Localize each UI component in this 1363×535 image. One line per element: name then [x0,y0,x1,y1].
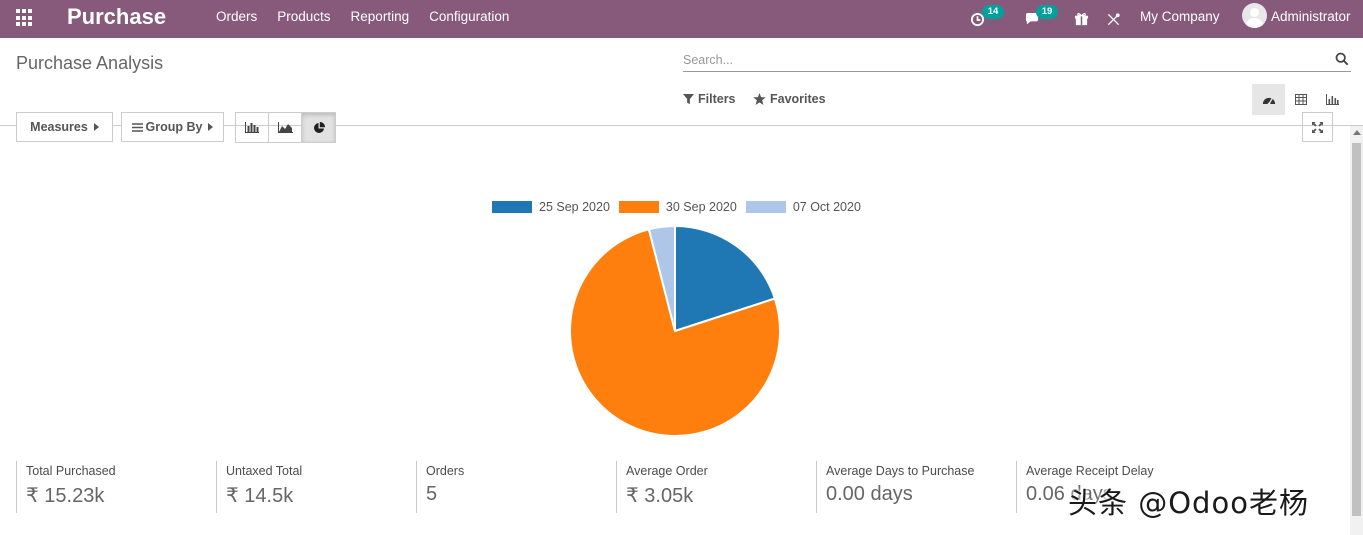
apps-menu-icon[interactable] [16,9,34,27]
caret-right-icon [208,123,214,131]
kpi-label: Average Receipt Delay [1026,464,1154,478]
kpi-orders: Orders 5 [416,461,616,513]
activity-button[interactable] [970,0,985,38]
pie-slice-07-oct-2020[interactable] [647,224,676,332]
tools-icon [1107,12,1120,25]
line-chart-mode-button[interactable] [269,113,302,142]
kpi-total-purchased: Total Purchased ₹ 15.23k [16,461,216,513]
app-name[interactable]: Purchase [67,4,167,29]
legend-swatch [492,201,532,213]
menu-orders[interactable]: Orders [216,9,258,24]
clock-icon [970,12,985,26]
kpi-label: Average Days to Purchase [826,464,975,478]
pie-chart-icon [313,121,325,133]
legend-swatch [745,201,786,213]
filters-label: Filters [698,92,736,106]
bar-chart-mode-button[interactable] [236,113,269,142]
kpi-label: Untaxed Total [226,464,303,478]
kpi-value: ₹ 15.23k [26,485,105,507]
area-chart-icon [277,122,293,133]
menu-products[interactable]: Products [277,9,331,24]
debug-tools-button[interactable] [1106,0,1121,38]
menu-reporting[interactable]: Reporting [350,9,410,24]
chart-mode-group [235,112,336,143]
legend-item[interactable]: 25 Sep 2020 [492,200,610,214]
messages-button[interactable] [1024,0,1041,38]
search-icon[interactable] [1335,52,1349,66]
kpi-average-order: Average Order ₹ 3.05k [616,461,816,513]
pie-slice-30-sep-2020[interactable] [569,228,781,437]
measures-label: Measures [30,120,88,134]
expand-icon [1312,121,1323,133]
gift-icon [1074,12,1089,25]
bar-chart-icon [1326,94,1339,105]
group-by-label: Group By [145,120,203,134]
fullscreen-button[interactable] [1302,112,1333,142]
kpi-value: 5 [426,483,438,505]
user-menu[interactable]: Administrator [1271,9,1351,24]
activity-count-badge: 14 [982,5,1004,19]
kpi-value: ₹ 14.5k [226,485,294,507]
kpi-label: Total Purchased [26,464,116,478]
scrollbar-thumb[interactable] [1352,143,1361,516]
legend-label: 25 Sep 2020 [539,200,610,214]
kpi-average-days-to-purchase: Average Days to Purchase 0.00 days [816,461,1016,513]
measures-dropdown[interactable]: Measures [16,112,113,142]
table-icon [1294,94,1307,105]
kpi-untaxed-total: Untaxed Total ₹ 14.5k [216,461,416,513]
filter-icon [683,93,694,104]
page-title: Purchase Analysis [16,53,164,73]
caret-right-icon [93,123,99,131]
chat-icon [1025,12,1039,24]
view-pivot-button[interactable] [1284,84,1317,115]
view-graph-button[interactable] [1316,84,1349,115]
kpi-value: ₹ 3.05k [626,485,694,507]
watermark-text: 头条 @Odoo老杨 [1068,486,1309,520]
pie-chart-mode-button[interactable] [302,113,335,142]
legend-label: 07 Oct 2020 [792,200,861,214]
legend-item[interactable]: 07 Oct 2020 [745,200,861,214]
view-dashboard-button[interactable] [1252,84,1285,115]
bar-chart-icon [245,122,259,133]
legend-item[interactable]: 30 Sep 2020 [618,200,737,214]
messages-count-badge: 19 [1036,5,1058,19]
kpi-value: 0.00 days [826,483,913,505]
kpi-row: Total Purchased ₹ 15.23k Untaxed Total ₹… [16,461,1216,513]
search-bar [683,50,1351,72]
chart-legend: 25 Sep 2020 30 Sep 2020 07 Oct 2020 [492,200,870,214]
gift-button[interactable] [1074,0,1089,38]
top-navbar: Purchase Orders Products Reporting Confi… [0,0,1363,38]
kpi-label: Orders [426,464,465,478]
control-panel: Purchase Analysis Filters Favorites [0,38,1363,126]
favorites-button[interactable]: Favorites [753,92,826,106]
vertical-scrollbar[interactable] [1350,126,1363,535]
legend-label: 30 Sep 2020 [665,200,737,214]
filters-button[interactable]: Filters [683,92,736,106]
user-avatar[interactable] [1242,3,1267,28]
dashboard-icon [1262,97,1275,105]
list-icon [131,122,143,132]
company-switcher[interactable]: My Company [1140,9,1220,24]
pie-chart [569,224,781,437]
search-input[interactable] [683,50,1323,70]
kpi-label: Average Order [626,464,708,478]
star-icon [753,93,766,105]
kpi-value: 0.06 days [1026,483,1113,505]
kpi-average-receipt-delay: Average Receipt Delay 0.06 days [1016,461,1216,513]
scroll-up-arrow-icon[interactable] [1353,130,1361,135]
legend-swatch [618,201,659,213]
pie-slice-25-sep-2020[interactable] [674,224,777,333]
favorites-label: Favorites [770,92,826,106]
main-menu: Orders Products Reporting Configuration [206,0,519,38]
menu-configuration[interactable]: Configuration [429,9,510,24]
group-by-dropdown[interactable]: Group By [121,112,224,142]
